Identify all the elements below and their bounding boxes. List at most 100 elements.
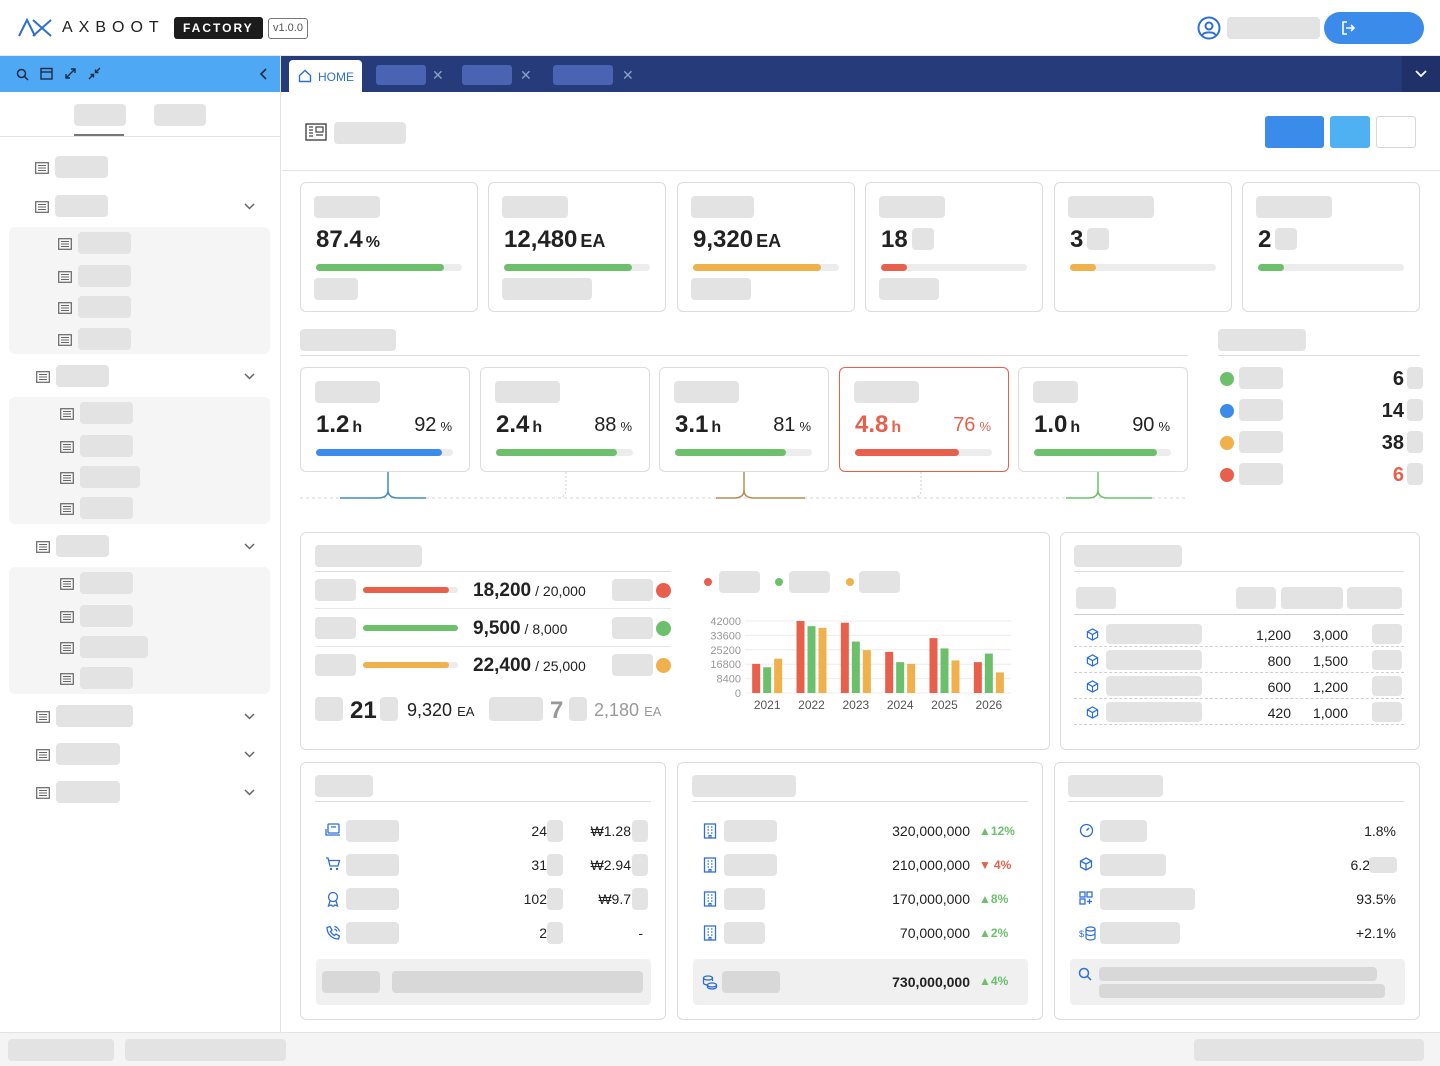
- coins-icon: [702, 974, 718, 990]
- list-item[interactable]: 320,000,000 ▲12%: [692, 819, 1028, 843]
- search-icon[interactable]: [16, 68, 29, 81]
- y-tick-label: 25200: [710, 645, 741, 657]
- tab-close-icon[interactable]: ✕: [432, 67, 444, 83]
- chevron-down-icon[interactable]: [244, 203, 255, 210]
- production-value-target: / 8,000: [524, 621, 568, 637]
- sidebar-toolbar: [0, 56, 280, 92]
- kpi-title-placeholder: [879, 196, 945, 218]
- quality-search-placeholder: [1099, 967, 1377, 981]
- tab-close-icon[interactable]: ✕: [622, 67, 634, 83]
- process-time-value: 4.8: [855, 411, 889, 438]
- process-card[interactable]: 4.8 h 76%: [839, 367, 1009, 472]
- sidebar-subitem[interactable]: [0, 328, 280, 356]
- chevron-down-icon[interactable]: [244, 543, 255, 550]
- sidebar-subitem[interactable]: [0, 232, 280, 260]
- collapse-icon[interactable]: [88, 67, 101, 80]
- calendar-icon[interactable]: [40, 67, 53, 80]
- chevron-down-icon[interactable]: [244, 789, 255, 796]
- tab-list-toggle[interactable]: [1402, 56, 1440, 92]
- materials-header-placeholder: [1281, 587, 1343, 609]
- chart-bar: [940, 648, 949, 693]
- truck-icon: [325, 823, 341, 837]
- sidebar-item[interactable]: [0, 195, 280, 223]
- chevron-down-icon[interactable]: [244, 751, 255, 758]
- sales-amount: 170,000,000: [892, 891, 970, 907]
- status-row: 14: [1218, 399, 1424, 423]
- list-item[interactable]: 31 ₩2.94: [315, 853, 651, 877]
- list-item[interactable]: 93.5%: [1068, 887, 1404, 911]
- chevron-down-icon[interactable]: [244, 373, 255, 380]
- quality-title: [1068, 775, 1163, 797]
- table-row[interactable]: 600 1,200: [1074, 673, 1404, 699]
- svg-text:$: $: [1079, 929, 1084, 939]
- sidebar-subitem[interactable]: [0, 497, 280, 525]
- quality-search-row[interactable]: [1070, 959, 1405, 1005]
- sidebar-subitem[interactable]: [0, 636, 280, 664]
- list-icon: [58, 302, 72, 314]
- sidebar-subitem[interactable]: [0, 265, 280, 293]
- sidebar-subitem[interactable]: [0, 402, 280, 430]
- primary-action-button[interactable]: [1265, 116, 1324, 148]
- list-item[interactable]: 1.8%: [1068, 819, 1404, 843]
- sidebar-item[interactable]: [0, 781, 280, 809]
- list-item[interactable]: 6.2: [1068, 853, 1404, 877]
- kpi-value: 18: [881, 226, 934, 254]
- list-item[interactable]: 102 ₩9.7: [315, 887, 651, 911]
- process-card[interactable]: 2.4 h 88%: [480, 367, 650, 472]
- summary-qty-b-value: 2,180: [594, 700, 640, 720]
- sidebar-subitem[interactable]: [0, 572, 280, 600]
- list-item[interactable]: 2-: [315, 921, 651, 945]
- sales-delta-value: 4%: [993, 858, 1012, 872]
- user-icon[interactable]: [1197, 16, 1221, 40]
- list-item[interactable]: 170,000,000 ▲8%: [692, 887, 1028, 911]
- sidebar-item[interactable]: [0, 743, 280, 771]
- sidebar-subitem[interactable]: [0, 296, 280, 324]
- list-item[interactable]: 24 ₩1.28: [315, 819, 651, 843]
- process-card[interactable]: 3.1 h 81%: [659, 367, 829, 472]
- production-status-placeholder: [612, 617, 653, 639]
- quality-label-placeholder: [1100, 922, 1180, 944]
- logout-button[interactable]: [1324, 12, 1424, 44]
- sidebar-subitem[interactable]: [0, 466, 280, 494]
- process-progress-fill: [1034, 449, 1158, 456]
- sidebar-item[interactable]: [0, 705, 280, 733]
- list-item[interactable]: 210,000,000 ▼ 4%: [692, 853, 1028, 877]
- list-item[interactable]: 70,000,000 ▲2%: [692, 921, 1028, 945]
- kpi-progress-fill: [693, 264, 822, 271]
- building-icon: [703, 823, 717, 839]
- sidebar-tab-active[interactable]: [74, 104, 126, 126]
- production-title: [315, 545, 422, 567]
- sidebar-subitem[interactable]: [0, 435, 280, 463]
- tab-label-placeholder[interactable]: [553, 65, 613, 85]
- chevron-down-icon[interactable]: [244, 713, 255, 720]
- tab-home[interactable]: HOME: [289, 60, 362, 92]
- process-title-placeholder: [495, 381, 560, 403]
- chevron-left-icon[interactable]: [259, 68, 269, 80]
- sidebar-item[interactable]: [0, 156, 280, 184]
- summary-qty-a: 9,320 EA: [407, 700, 474, 721]
- process-rate-unit: %: [1158, 419, 1170, 434]
- sidebar-subitem[interactable]: [0, 605, 280, 633]
- sidebar-item[interactable]: [0, 535, 280, 563]
- expand-icon[interactable]: [64, 67, 77, 80]
- process-card[interactable]: 1.0 h 90%: [1018, 367, 1188, 472]
- summary-qty-a-unit: EA: [457, 704, 475, 719]
- legend-label-placeholder: [789, 571, 830, 593]
- list-icon: [36, 371, 50, 383]
- tertiary-action-button[interactable]: [1376, 116, 1416, 148]
- kpi-value-number: 87.4: [316, 226, 363, 253]
- sidebar-item[interactable]: [0, 365, 280, 393]
- tab-label-placeholder[interactable]: [462, 65, 512, 85]
- secondary-action-button[interactable]: [1330, 116, 1370, 148]
- list-item[interactable]: $ +2.1%: [1068, 921, 1404, 945]
- table-row[interactable]: 800 1,500: [1074, 647, 1404, 673]
- table-row[interactable]: 1,200 3,000: [1074, 621, 1404, 647]
- process-card[interactable]: 1.2 h 92%: [300, 367, 470, 472]
- table-row[interactable]: 420 1,000: [1074, 699, 1404, 725]
- sidebar-tab[interactable]: [154, 104, 206, 126]
- tab-label-placeholder[interactable]: [376, 65, 426, 85]
- order-count: 31: [531, 857, 547, 873]
- sales-delta: ▲12%: [979, 824, 1015, 838]
- sidebar-subitem[interactable]: [0, 667, 280, 695]
- tab-close-icon[interactable]: ✕: [520, 67, 532, 83]
